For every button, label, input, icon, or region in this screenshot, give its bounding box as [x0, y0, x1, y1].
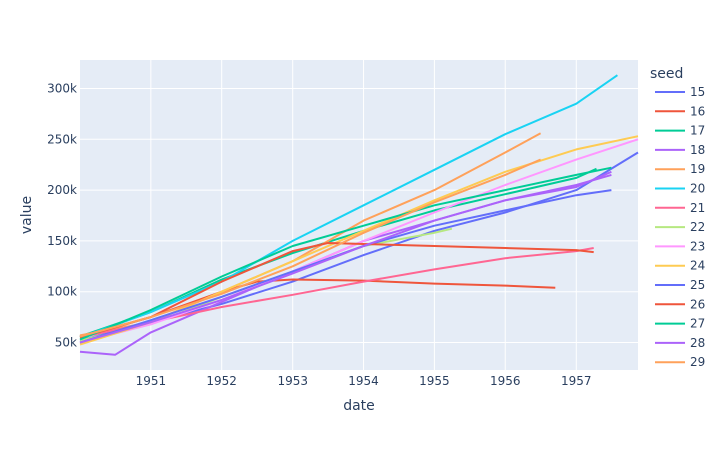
legend: 15 16 17 18 19 20 21 22 23 24 25 26 27 28 29 — [655, 85, 705, 369]
series-lines — [79, 74, 639, 356]
legend-label-28[interactable]: 28 — [690, 336, 705, 350]
y-axis-ticks: 50k 100k 150k 200k 250k 300k — [47, 81, 77, 349]
x-tick-label: 1952 — [206, 374, 237, 388]
x-axis-title: date — [343, 398, 375, 414]
plot-background — [80, 60, 638, 370]
legend-label-25[interactable]: 25 — [690, 278, 705, 292]
legend-label-15[interactable]: 15 — [690, 85, 705, 99]
x-tick-label: 1955 — [419, 374, 450, 388]
legend-label-16[interactable]: 16 — [690, 104, 705, 118]
x-tick-label: 1957 — [561, 374, 592, 388]
legend-label-17[interactable]: 17 — [690, 124, 705, 138]
series-line-23 — [79, 138, 639, 344]
legend-label-27[interactable]: 27 — [690, 317, 705, 331]
legend-label-19[interactable]: 19 — [690, 162, 705, 176]
y-tick-label: 250k — [47, 132, 77, 146]
x-tick-label: 1951 — [136, 374, 167, 388]
legend-label-20[interactable]: 20 — [690, 182, 705, 196]
y-tick-label: 150k — [47, 234, 77, 248]
legend-title: seed — [650, 66, 683, 82]
series-line-27 — [79, 166, 612, 341]
legend-label-21[interactable]: 21 — [690, 201, 705, 215]
y-tick-label: 100k — [47, 285, 77, 299]
y-tick-label: 300k — [47, 81, 77, 95]
gridlines — [80, 60, 638, 370]
legend-label-29[interactable]: 29 — [690, 355, 705, 369]
x-axis-ticks: 1951 1952 1953 1954 1955 1956 1957 — [136, 374, 592, 388]
series-line-20 — [79, 74, 618, 339]
x-tick-label: 1953 — [277, 374, 308, 388]
legend-label-22[interactable]: 22 — [690, 220, 705, 234]
series-line-28 — [79, 173, 612, 344]
legend-label-18[interactable]: 18 — [690, 143, 705, 157]
y-axis-title: value — [19, 196, 35, 234]
x-tick-label: 1956 — [490, 374, 521, 388]
legend-label-24[interactable]: 24 — [690, 259, 705, 273]
series-line-26 — [79, 242, 594, 339]
legend-label-23[interactable]: 23 — [690, 239, 705, 253]
y-tick-label: 200k — [47, 183, 77, 197]
x-tick-label: 1954 — [348, 374, 379, 388]
series-line-29 — [79, 158, 541, 338]
legend-label-26[interactable]: 26 — [690, 297, 705, 311]
y-tick-label: 50k — [55, 336, 77, 350]
